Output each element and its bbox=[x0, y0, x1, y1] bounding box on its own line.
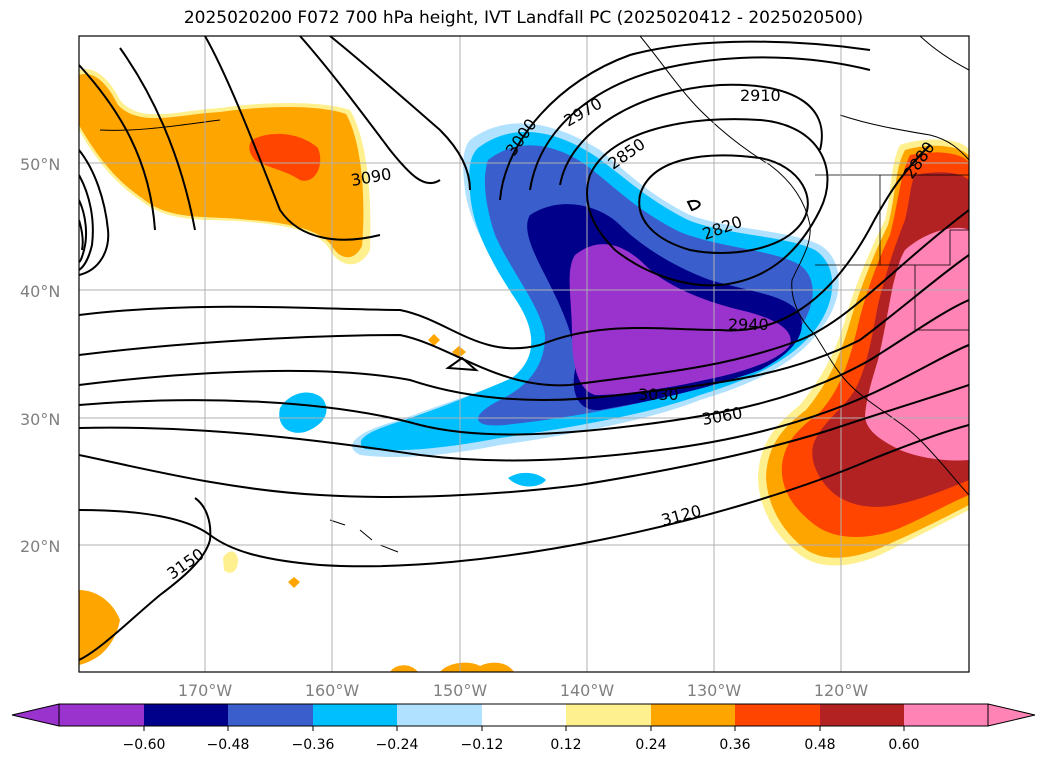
colorbar-tick-label: 0.48 bbox=[804, 737, 835, 753]
colorbar-tick-label: −0.24 bbox=[376, 737, 419, 753]
lon-label-130w: 130°W bbox=[687, 681, 742, 700]
ivt-neg-0.60 bbox=[569, 244, 791, 395]
height-contours bbox=[79, 36, 969, 661]
lon-label-140w: 140°W bbox=[560, 681, 615, 700]
lon-label-170w: 170°W bbox=[178, 681, 233, 700]
colorbar-extend-right bbox=[987, 703, 1036, 727]
lon-label-160w: 160°W bbox=[305, 681, 360, 700]
colorbar-swatch-6 bbox=[482, 704, 566, 726]
lat-label-30n: 30°N bbox=[20, 410, 60, 429]
colorbar-tick-label: 0.12 bbox=[550, 737, 581, 753]
ivt-neg-small-a bbox=[279, 392, 327, 433]
colorbar-swatch-5 bbox=[397, 704, 482, 726]
colorbar-swatch-11 bbox=[904, 704, 988, 726]
positive-ivt-northwest bbox=[79, 69, 514, 672]
lon-axis-labels: 170°W 160°W 150°W 140°W 130°W 120°W bbox=[178, 681, 869, 700]
lat-label-20n: 20°N bbox=[20, 537, 60, 556]
colorbar-swatch-10 bbox=[820, 704, 904, 726]
colorbar-tick-label: −0.12 bbox=[461, 737, 504, 753]
lat-label-50n: 50°N bbox=[20, 155, 60, 174]
colorbar-swatch-3 bbox=[228, 704, 313, 726]
contour-label-2910: 2910 bbox=[740, 86, 781, 105]
lat-label-40n: 40°N bbox=[20, 282, 60, 301]
colorbar-tick-label: −0.36 bbox=[292, 737, 335, 753]
lon-label-120w: 120°W bbox=[814, 681, 869, 700]
contour-label-3030: 3030 bbox=[638, 385, 679, 404]
colorbar-swatch-9 bbox=[735, 704, 820, 726]
map-title: 2025020200 F072 700 hPa height, IVT Land… bbox=[183, 8, 864, 28]
colorbar-ticks bbox=[143, 726, 905, 731]
plot-frame bbox=[78, 35, 970, 673]
colorbar-swatch-1 bbox=[59, 704, 144, 726]
colorbar-swatch-7 bbox=[566, 704, 651, 726]
contour-label-2940: 2940 bbox=[728, 315, 769, 334]
colorbar-swatch-8 bbox=[651, 704, 735, 726]
colorbar-swatch-4 bbox=[313, 704, 397, 726]
colorbar-tick-label: 0.36 bbox=[719, 737, 750, 753]
colorbar-tick-label: 0.60 bbox=[888, 737, 919, 753]
lon-label-150w: 150°W bbox=[433, 681, 488, 700]
colorbar-swatch-2 bbox=[144, 704, 228, 726]
ivt-neg-small-b bbox=[508, 472, 546, 487]
lat-axis-labels: 50°N 40°N 30°N 20°N bbox=[20, 155, 60, 556]
colorbar-tick-label: −0.48 bbox=[207, 737, 250, 753]
colorbar-outline bbox=[58, 703, 989, 727]
colorbar-tick-label: −0.60 bbox=[123, 737, 166, 753]
colorbar-tick-label: 0.24 bbox=[635, 737, 666, 753]
colorbar: −0.60 −0.48 −0.36 −0.24 −0.12 0.12 0.24 … bbox=[11, 703, 1036, 753]
colorbar-extend-left bbox=[11, 703, 60, 727]
